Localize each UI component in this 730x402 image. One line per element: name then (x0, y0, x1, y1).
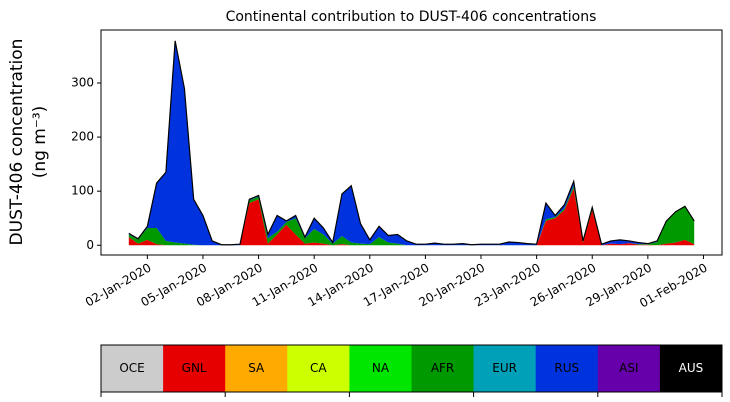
legend-label: EUR (492, 361, 517, 375)
legend-label: CA (310, 361, 327, 375)
area (128, 188, 695, 246)
legend-label: SA (248, 361, 265, 375)
area (128, 188, 695, 246)
legend-label: GNL (182, 361, 207, 375)
legend-swatch (163, 345, 226, 392)
area (128, 188, 695, 246)
y-tick-label: 300 (71, 76, 94, 90)
area (128, 188, 695, 246)
area (128, 40, 695, 245)
chart-title: Continental contribution to DUST-406 con… (226, 9, 597, 25)
legend-label: OCE (119, 361, 144, 375)
y-tick-label: 0 (86, 238, 94, 252)
legend-label: ASI (619, 361, 638, 375)
legend-swatch (287, 345, 350, 392)
legend-swatch (101, 345, 164, 392)
legend-swatch (535, 345, 599, 392)
legend-label: AFR (431, 361, 454, 375)
area (128, 185, 695, 246)
legend-label: RUS (554, 361, 579, 375)
y-axis-label: (ng m⁻³) (30, 106, 50, 179)
legend-swatch (349, 345, 412, 392)
legend-swatch (473, 345, 537, 392)
y-tick-label: 200 (71, 130, 94, 144)
area (128, 40, 695, 246)
plot-frame (100, 29, 723, 256)
legend-swatch (411, 345, 475, 392)
legend-swatch (225, 345, 288, 392)
legend-swatch (659, 345, 723, 392)
y-tick-label: 100 (71, 184, 94, 198)
legend-label: NA (372, 361, 390, 375)
area (128, 185, 695, 246)
total-outline (128, 40, 695, 246)
legend-label: AUS (679, 361, 704, 375)
legend-swatch (597, 345, 661, 392)
legend-frame (100, 344, 723, 393)
area (128, 40, 695, 245)
y-axis-label: DUST-406 concentration (7, 39, 27, 246)
